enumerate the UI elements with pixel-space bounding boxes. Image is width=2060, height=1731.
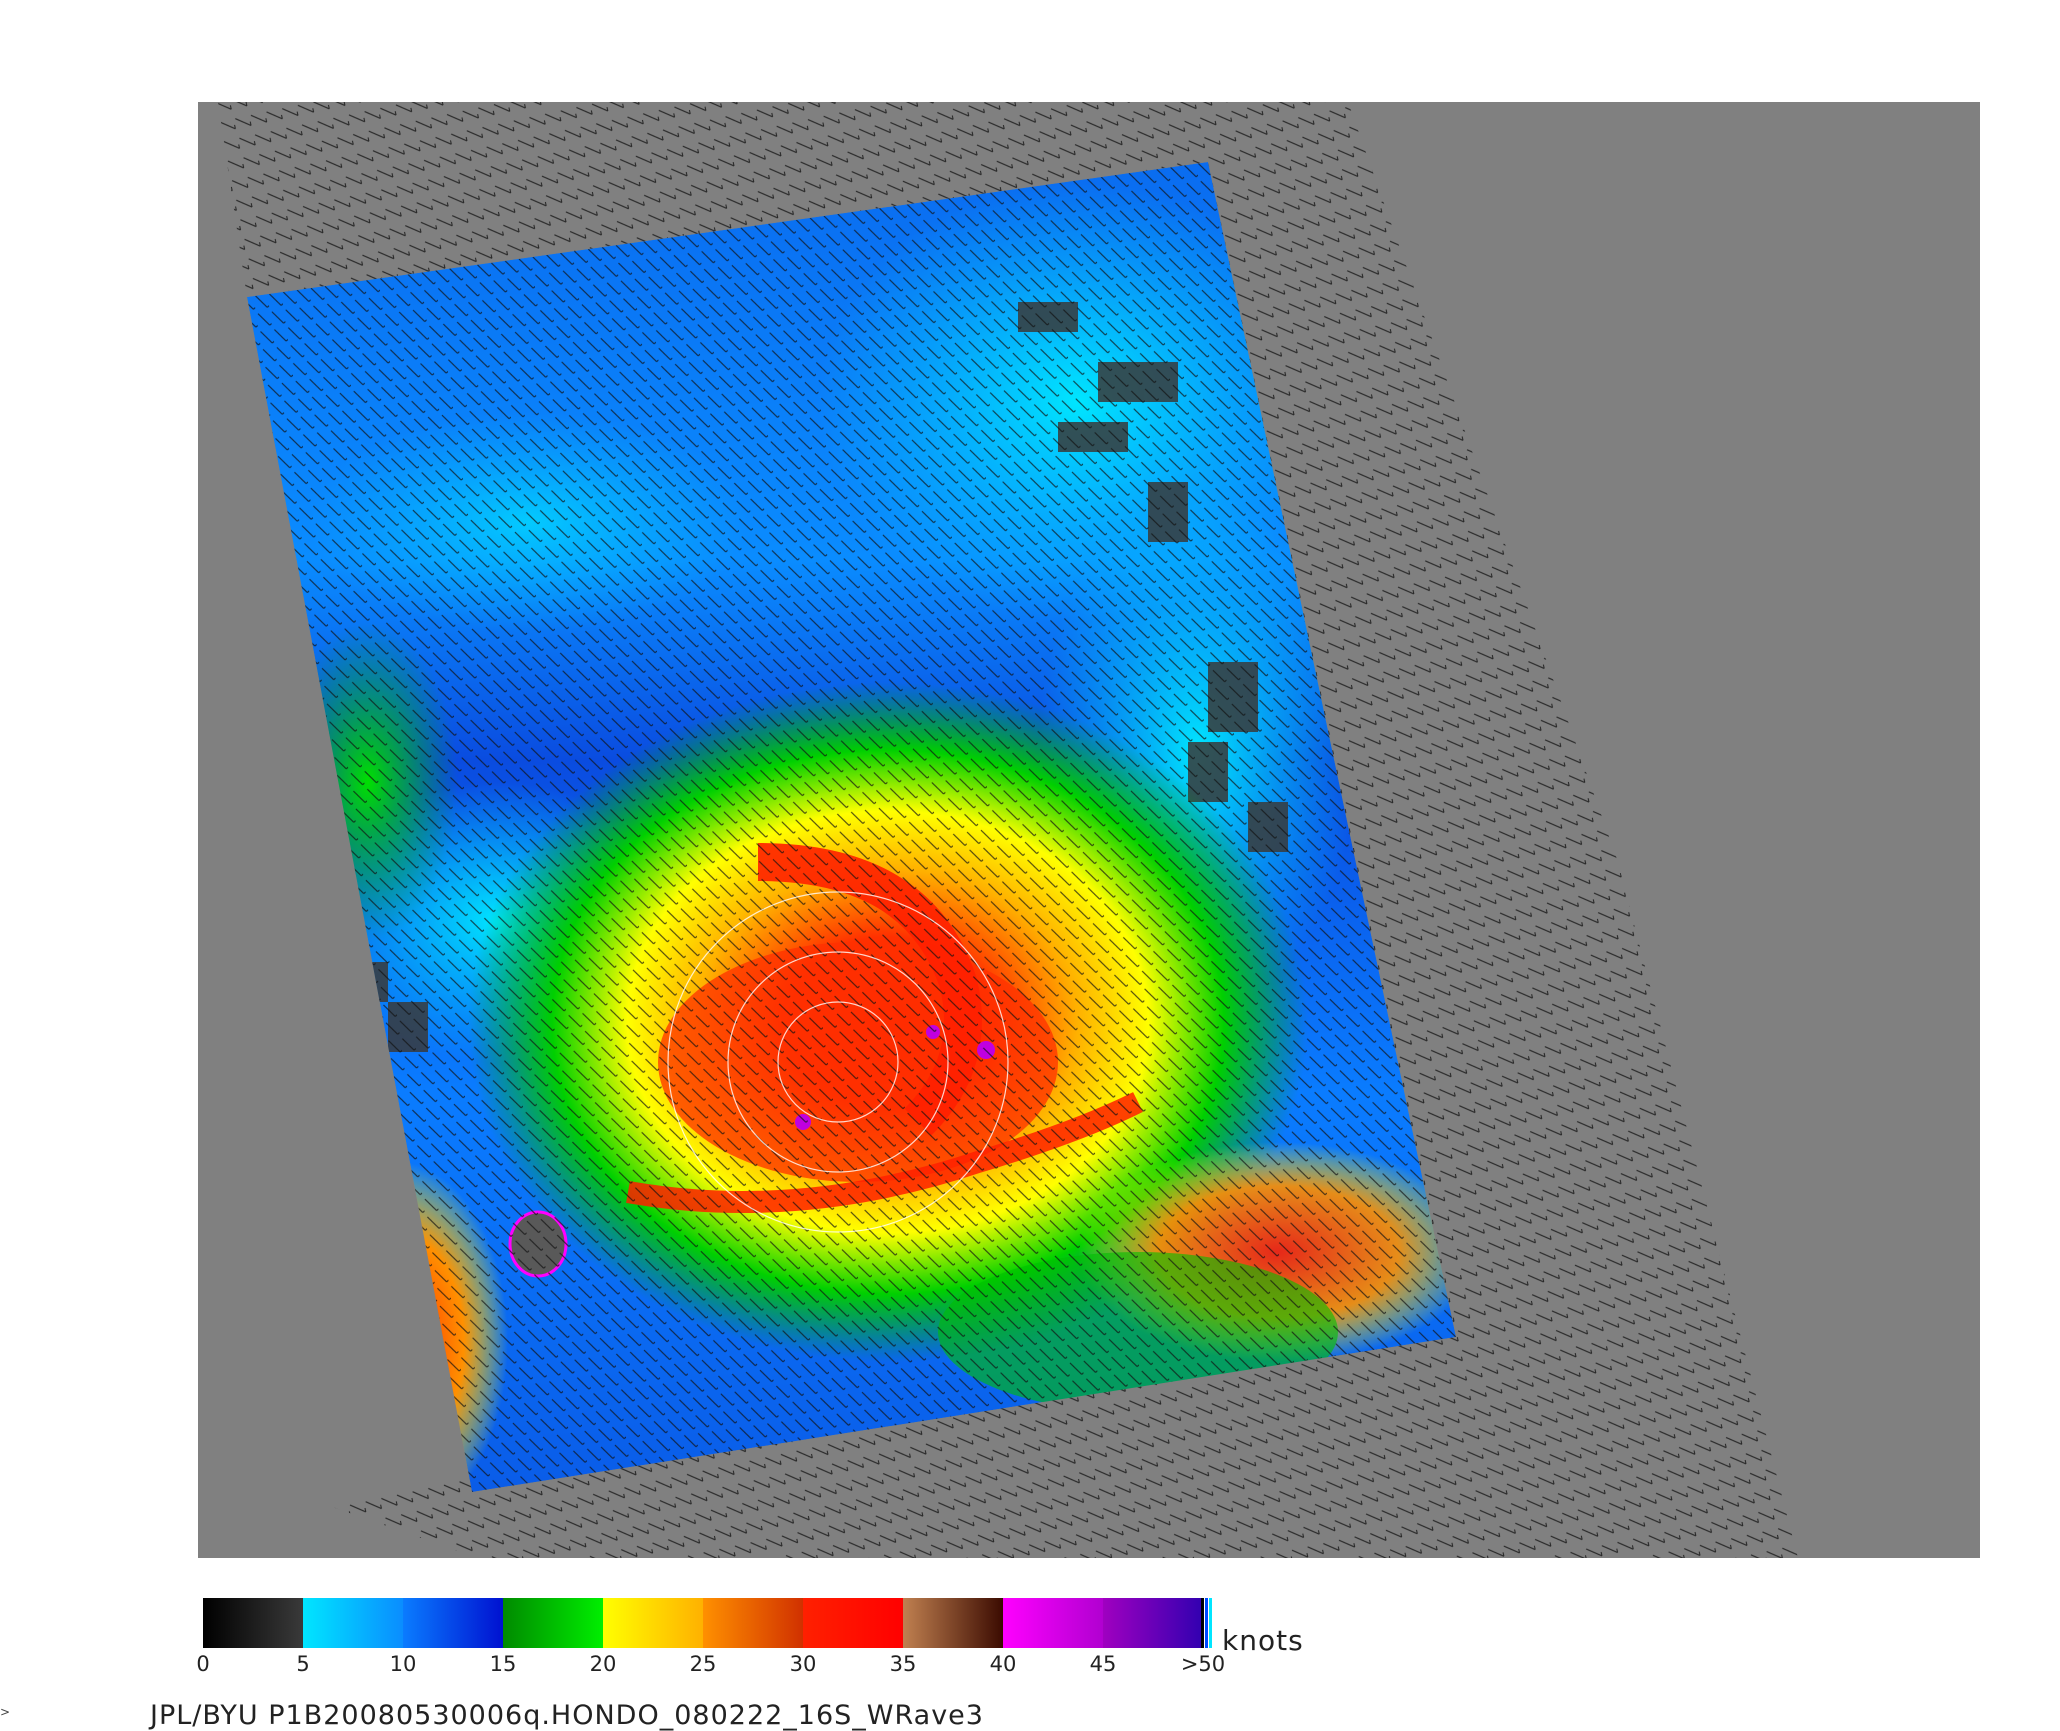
colorbar-segment-15-20 xyxy=(503,1598,604,1648)
colorbar-segment-10-15 xyxy=(403,1598,504,1648)
wind-speed-colorbar xyxy=(203,1598,1204,1648)
colorbar-segment-40-45 xyxy=(1003,1598,1104,1648)
colorbar-segment-45-50 xyxy=(1103,1598,1204,1648)
colorbar-segment-25-30 xyxy=(703,1598,804,1648)
colorbar-units: knots xyxy=(1222,1624,1304,1657)
colorbar-segment-35-40 xyxy=(903,1598,1004,1648)
colorbar-tick-label: 15 xyxy=(489,1652,517,1676)
colorbar-segment-20-25 xyxy=(603,1598,704,1648)
image-source-caption: JPL/BYU P1B20080530006q.HONDO_080222_16S… xyxy=(150,1700,984,1731)
colorbar-tick-label: 20 xyxy=(589,1652,617,1676)
corner-mark: > xyxy=(0,1705,11,1719)
colorbar-segment-5-10 xyxy=(303,1598,404,1648)
colorbar-tick-label: 0 xyxy=(196,1652,210,1676)
colorbar-segment-0-5 xyxy=(203,1598,304,1648)
colorbar-tick-label: 10 xyxy=(389,1652,417,1676)
colorbar-tick-label: 40 xyxy=(989,1652,1017,1676)
wind-speed-image xyxy=(218,102,1798,1558)
colorbar-tick-label: 35 xyxy=(889,1652,917,1676)
colorbar-segment-30-35 xyxy=(803,1598,904,1648)
wind-map xyxy=(198,102,1980,1558)
colorbar-tick-label: 30 xyxy=(789,1652,817,1676)
colorbar-tick-label: 5 xyxy=(296,1652,310,1676)
colorbar-tick-label: >50 xyxy=(1180,1652,1226,1676)
colorbar-tick-label: 25 xyxy=(689,1652,717,1676)
colorbar-overflow-marks xyxy=(1201,1598,1215,1648)
colorbar-tick-label: 45 xyxy=(1089,1652,1117,1676)
